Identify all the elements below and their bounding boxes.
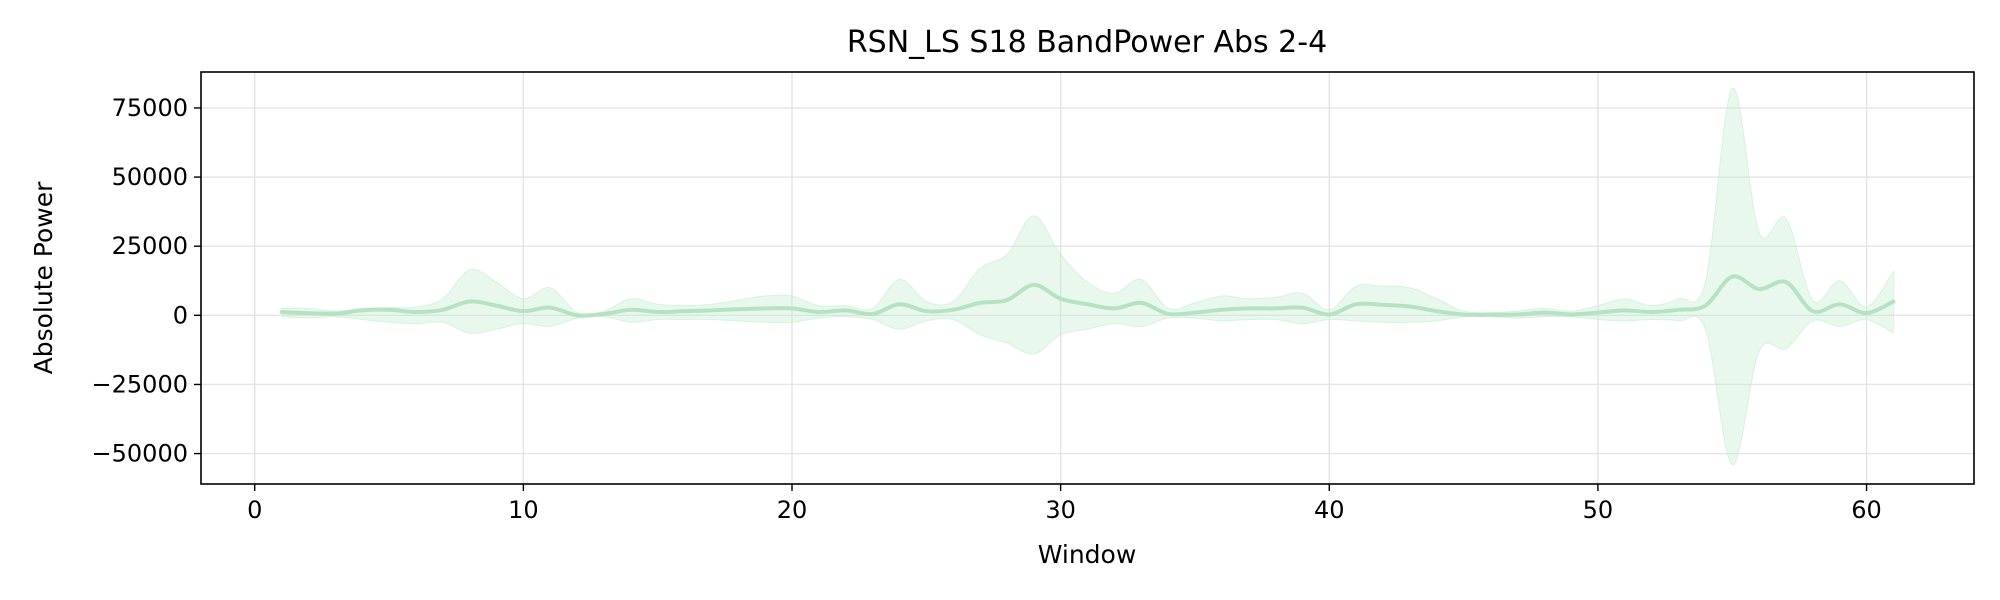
y-tick-label: 75000 — [112, 94, 188, 122]
x-tick-label: 60 — [1851, 496, 1882, 524]
chart-title: RSN_LS S18 BandPower Abs 2-4 — [847, 25, 1327, 60]
x-tick-label: 30 — [1045, 496, 1076, 524]
x-tick-label: 40 — [1314, 496, 1345, 524]
y-tick-label: 50000 — [112, 163, 188, 191]
x-axis: 0 10 20 30 40 50 60 — [247, 484, 1882, 524]
y-tick-label: 25000 — [112, 232, 188, 260]
x-tick-label: 10 — [508, 496, 539, 524]
x-tick-label: 20 — [777, 496, 808, 524]
y-tick-label: −25000 — [92, 370, 188, 398]
grid-lines — [201, 72, 1974, 484]
x-tick-label: 0 — [247, 496, 262, 524]
y-axis: −50000 −25000 0 25000 50000 75000 — [92, 94, 201, 468]
y-tick-label: 0 — [173, 301, 188, 329]
mean-line — [279, 274, 1896, 318]
std-band — [281, 88, 1894, 466]
x-axis-label: Window — [1038, 540, 1137, 569]
x-tick-label: 50 — [1583, 496, 1614, 524]
y-axis-label: Absolute Power — [29, 181, 58, 375]
y-tick-label: −50000 — [92, 440, 188, 468]
plot-frame — [200, 71, 1975, 485]
